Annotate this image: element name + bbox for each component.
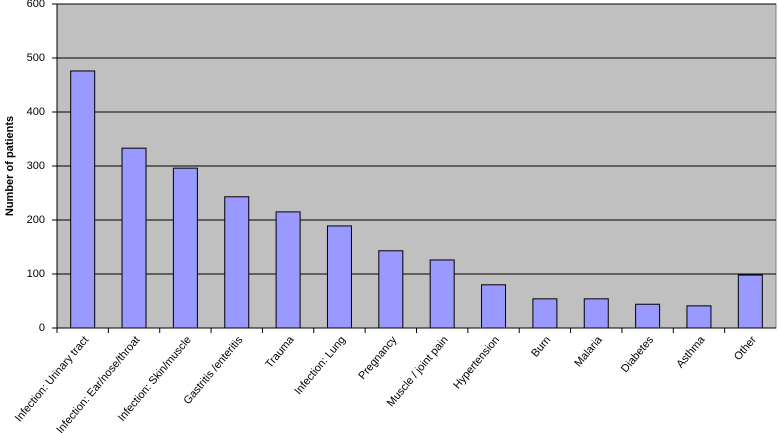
bar [224,196,250,329]
bar [172,167,198,329]
bar [326,225,352,329]
x-tick-label: Pregnancy [356,334,399,382]
x-tick-label: Burn [529,334,553,360]
x-tick-label: Malaria [572,333,605,369]
y-tick-label: 0 [39,322,45,334]
bar [583,298,609,329]
x-tick-label: Diabetes [619,334,656,375]
bar [737,274,763,329]
x-tick-label: Infection: Lung [292,334,348,397]
bar [121,147,147,329]
bar [686,305,712,329]
x-tick-label: Other [732,334,759,363]
y-tick-label: 200 [27,214,45,226]
y-tick-label: 300 [27,160,45,172]
x-tick-label: Asthma [674,333,708,370]
y-tick-label: 400 [27,106,45,118]
y-tick-label: 100 [27,268,45,280]
bar [481,284,507,329]
bar [275,211,301,329]
y-tick-label: 500 [27,52,45,64]
y-tick-label: 600 [27,0,45,10]
x-tick-label: Hypertension [451,334,502,391]
x-tick-label: Trauma [263,333,297,370]
bar [378,250,404,329]
bar [532,298,558,329]
y-axis-title: Number of patients [4,116,16,216]
bar [70,70,96,329]
bar [635,303,661,329]
bar [429,259,455,329]
